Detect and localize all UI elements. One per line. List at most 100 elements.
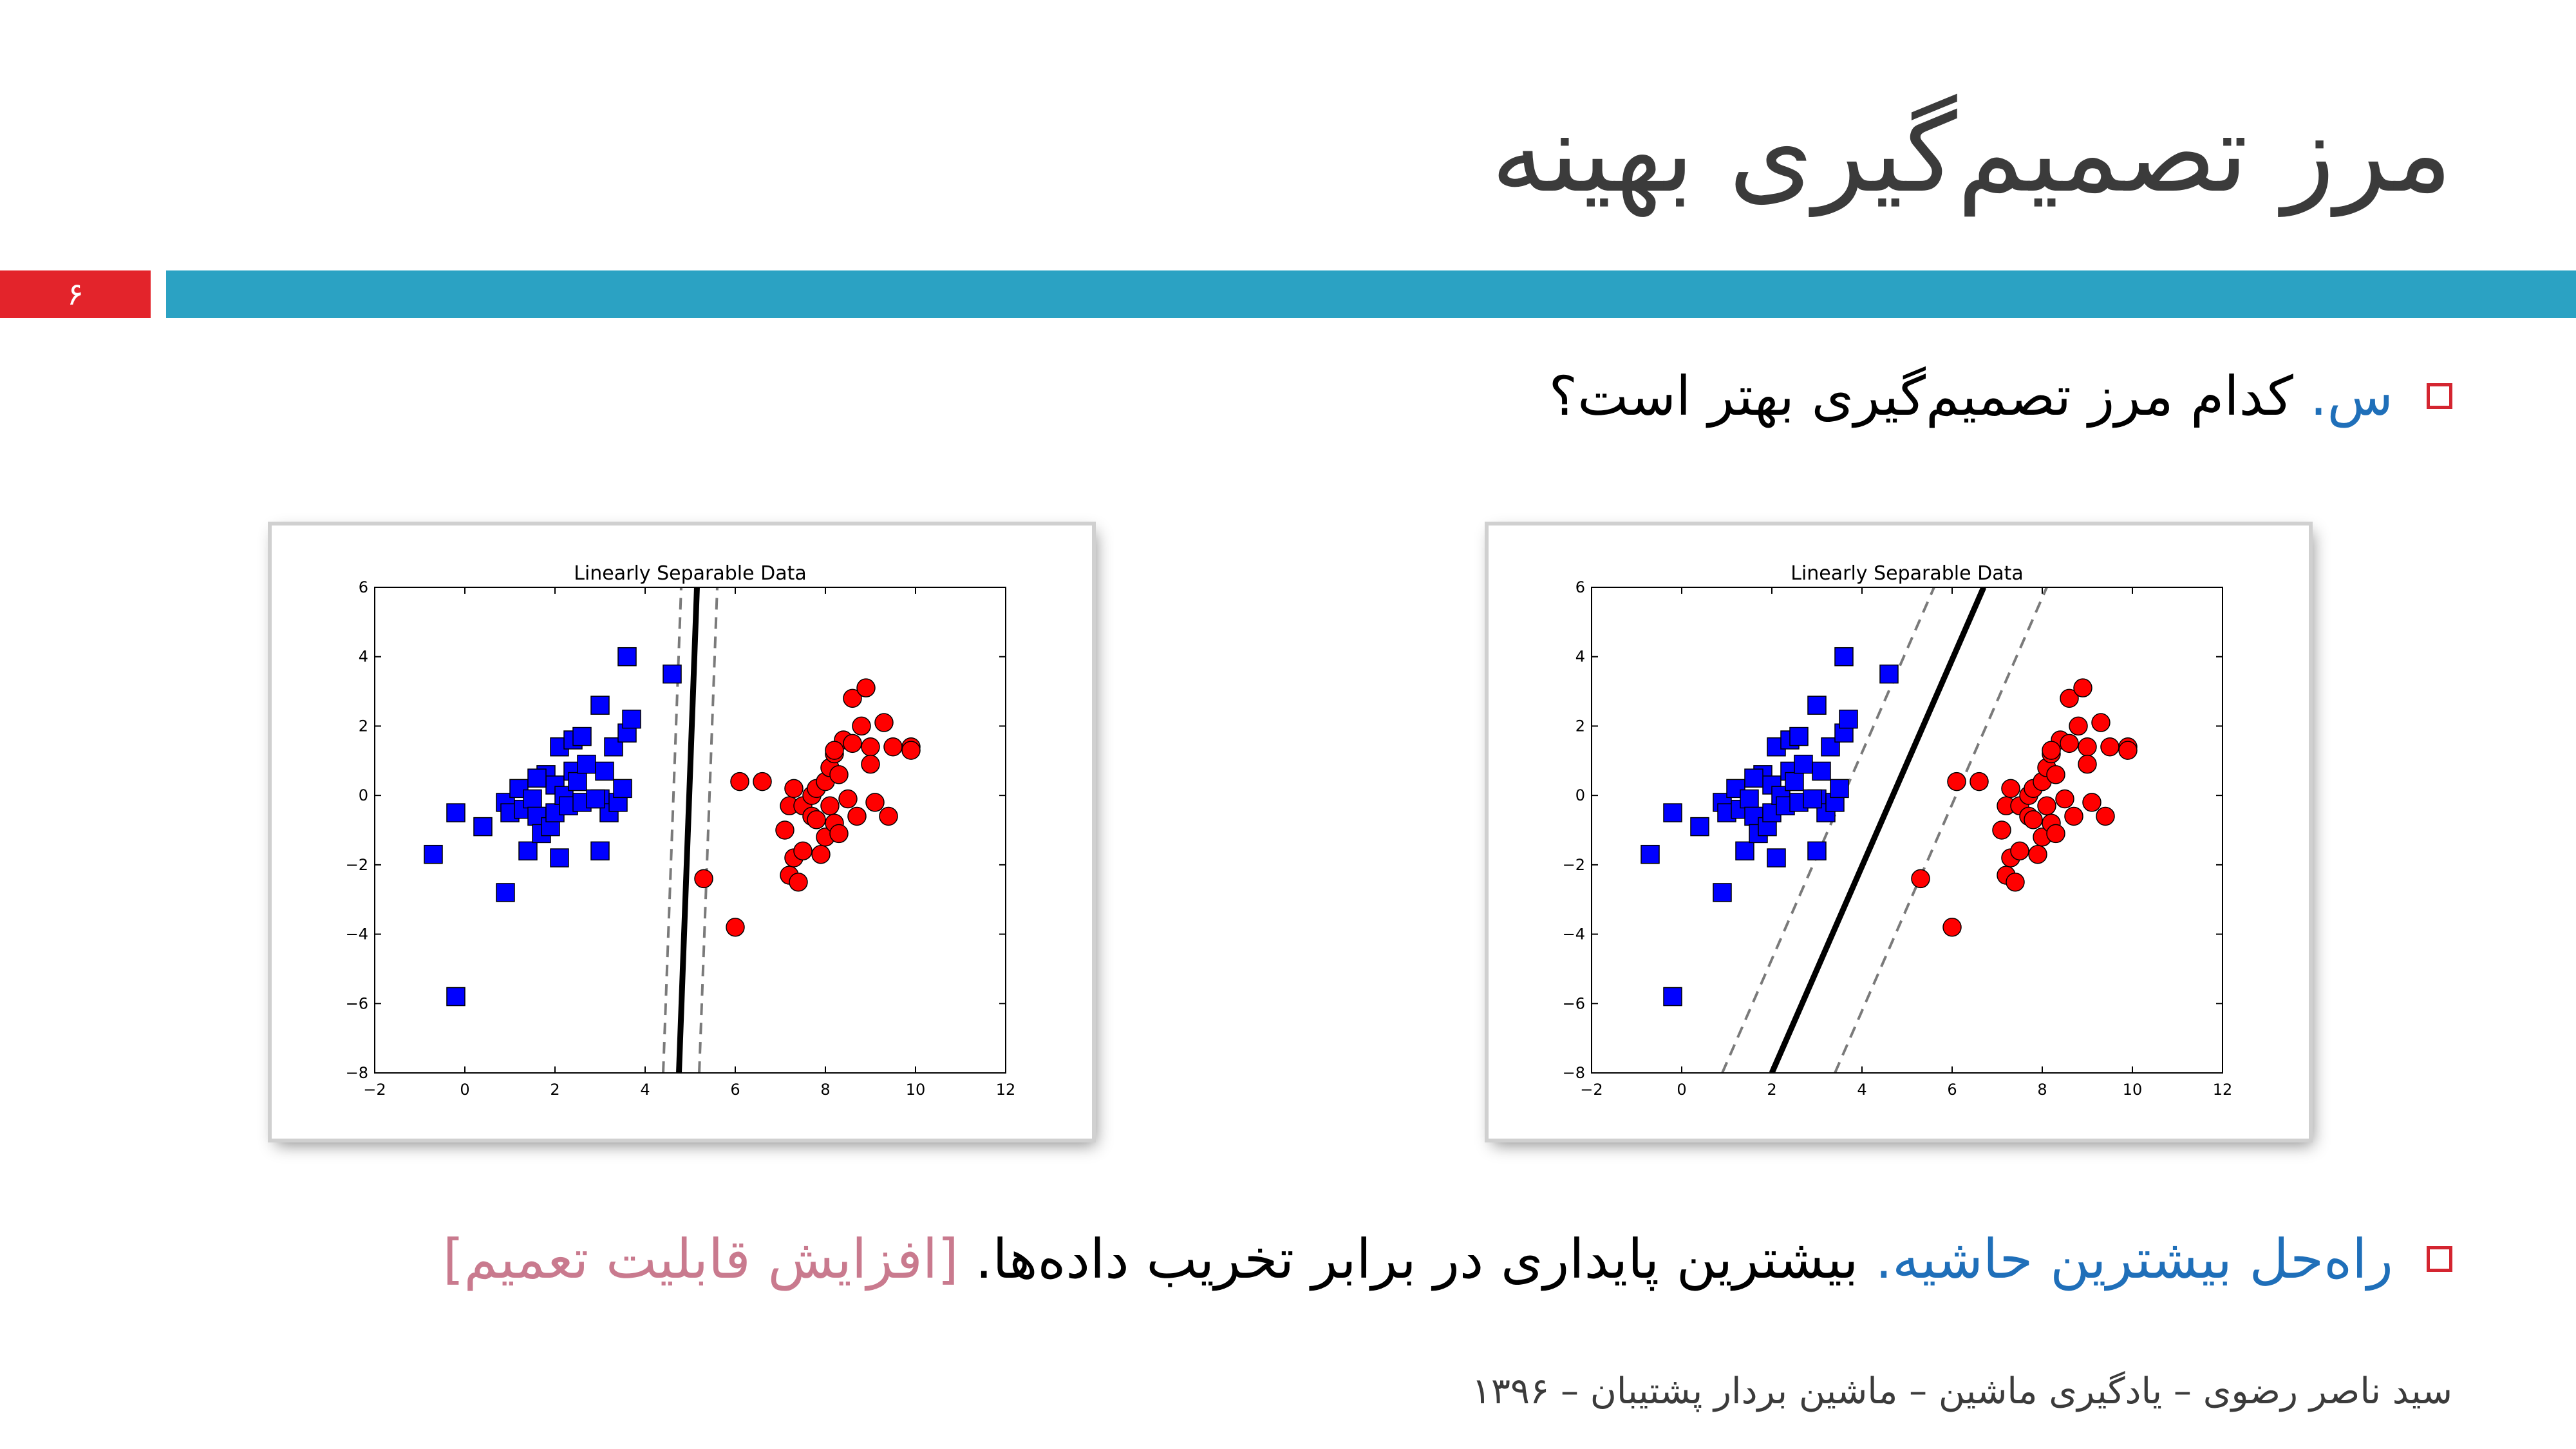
data-point-red-circle (694, 869, 713, 889)
data-point-blue-square (1690, 817, 1709, 837)
data-point-red-circle (861, 754, 880, 774)
data-point-blue-square (1803, 789, 1822, 809)
data-point-red-circle (2006, 873, 2025, 892)
margin-line (1834, 587, 2048, 1073)
y-tick-label: 6 (359, 578, 368, 596)
x-tick-label: 8 (820, 1081, 830, 1099)
solution-label: راه‌حل بیشترین حاشیه. (1875, 1227, 2393, 1291)
data-point-red-circle (775, 820, 794, 840)
data-point-blue-square (1735, 841, 1754, 861)
y-tick-label: 0 (359, 786, 368, 804)
margin-line (698, 587, 719, 1073)
data-point-red-circle (883, 737, 903, 757)
data-point-blue-square (577, 754, 596, 774)
data-point-red-circle (829, 824, 849, 844)
y-tick-label: −8 (346, 1064, 368, 1082)
x-tick-label: 0 (460, 1081, 469, 1099)
data-point-red-circle (753, 772, 772, 791)
plot-marks (1641, 587, 2138, 1073)
data-point-red-circle (2024, 810, 2043, 829)
data-point-red-circle (807, 810, 826, 829)
data-point-red-circle (825, 741, 844, 760)
checkbox-bullet-icon (2427, 383, 2452, 409)
data-point-red-circle (901, 741, 921, 760)
data-point-blue-square (1713, 883, 1732, 902)
data-point-red-circle (1911, 869, 1930, 889)
y-tick-label: 2 (359, 717, 368, 735)
x-tick-label: 0 (1677, 1081, 1686, 1099)
data-point-blue-square (622, 709, 641, 729)
y-tick-label: 0 (1575, 786, 1585, 804)
data-point-red-circle (2055, 789, 2074, 809)
data-point-red-circle (2060, 688, 2079, 708)
chart-title: Linearly Separable Data (1791, 562, 2024, 585)
data-point-red-circle (843, 688, 862, 708)
data-point-red-circle (843, 734, 862, 753)
data-point-blue-square (568, 772, 587, 791)
decision-boundary-line (1769, 587, 1987, 1073)
data-point-blue-square (1807, 696, 1827, 715)
data-point-red-circle (2064, 806, 2083, 826)
data-point-red-circle (2042, 741, 2061, 760)
chart-small-margin: Linearly Separable Data −2 0 2 4 6 8 10 12 6 4 2 0 −2… (346, 562, 1016, 1099)
x-tick-label: 10 (2123, 1081, 2143, 1099)
data-point-blue-square (1785, 772, 1804, 791)
slide-footer: سید ناصر رضوی – یادگیری ماشین – ماشین بر… (1471, 1370, 2452, 1412)
data-point-red-circle (829, 765, 849, 784)
data-point-red-circle (789, 873, 808, 892)
data-point-red-circle (2091, 713, 2111, 732)
margin-line (662, 587, 682, 1073)
data-point-red-circle (793, 841, 813, 861)
data-point-blue-square (527, 768, 547, 788)
data-point-blue-square (590, 696, 610, 715)
data-point-red-circle (856, 678, 876, 697)
data-point-blue-square (586, 789, 605, 809)
data-point-red-circle (879, 806, 898, 826)
data-point-blue-square (523, 789, 542, 809)
data-point-red-circle (2060, 734, 2079, 753)
x-tick-label: −2 (363, 1081, 386, 1099)
data-point-red-circle (2073, 678, 2092, 697)
data-point-red-circle (2046, 765, 2065, 784)
data-point-blue-square (1663, 987, 1682, 1007)
data-point-red-circle (811, 844, 831, 864)
data-point-blue-square (595, 761, 614, 781)
checkbox-bullet-icon (2427, 1246, 2452, 1272)
y-tick-label: −2 (1563, 856, 1585, 874)
data-point-red-circle (847, 806, 867, 826)
header-divider-bar (166, 270, 2576, 318)
data-point-blue-square (1767, 848, 1786, 867)
data-point-blue-square (1807, 841, 1827, 861)
data-point-red-circle (784, 779, 804, 799)
data-point-blue-square (1839, 709, 1858, 729)
data-point-red-circle (2096, 806, 2115, 826)
data-point-red-circle (2069, 716, 2088, 736)
x-tick-label: 12 (996, 1081, 1016, 1099)
margin-line (1721, 587, 1935, 1073)
data-point-blue-square (1830, 779, 1849, 799)
data-point-red-circle (861, 737, 880, 757)
data-point-blue-square (663, 664, 682, 684)
x-tick-label: −2 (1580, 1081, 1603, 1099)
data-point-red-circle (2010, 841, 2029, 861)
data-point-red-circle (852, 716, 871, 736)
data-point-red-circle (820, 796, 840, 816)
data-point-red-circle (838, 789, 858, 809)
data-point-red-circle (1992, 820, 2011, 840)
data-point-blue-square (1834, 647, 1854, 667)
data-point-blue-square (590, 841, 610, 861)
data-point-red-circle (2001, 779, 2020, 799)
data-point-blue-square (1744, 768, 1763, 788)
data-point-red-circle (2078, 754, 2097, 774)
data-point-blue-square (1740, 789, 1759, 809)
data-point-blue-square (424, 844, 443, 864)
slide-number: ۶ (67, 276, 84, 312)
data-point-blue-square (1812, 761, 1831, 781)
y-tick-label: 4 (1575, 648, 1585, 666)
data-point-red-circle (1970, 772, 1989, 791)
decision-boundary-line (676, 587, 700, 1073)
data-point-blue-square (1794, 754, 1813, 774)
data-point-red-circle (865, 793, 885, 812)
y-tick-label: −6 (346, 994, 368, 1012)
